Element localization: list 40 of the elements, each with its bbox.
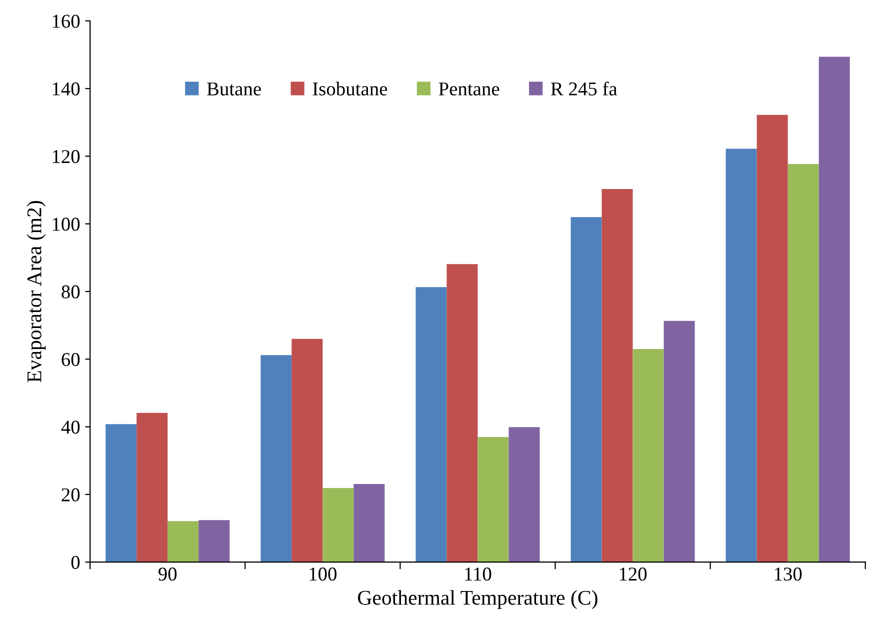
y-tick-label: 120 xyxy=(52,150,80,164)
x-tick-label: 120 xyxy=(620,568,647,581)
x-axis-title: Geothermal Temperature (C) xyxy=(358,590,598,610)
bar xyxy=(478,436,509,562)
bar xyxy=(136,412,168,562)
bar xyxy=(664,320,695,562)
bar xyxy=(726,148,757,562)
bar xyxy=(788,164,819,562)
bar xyxy=(168,521,199,562)
y-axis-title: Evaporator Area (m2) xyxy=(26,201,46,382)
legend-label: Butane xyxy=(207,82,261,96)
legend-label: Pentane xyxy=(438,82,500,96)
legend-label: Isobutane xyxy=(312,82,388,96)
legend-label: R 245 fa xyxy=(550,82,618,96)
x-tick-label: 110 xyxy=(465,568,492,581)
x-tick-label: 130 xyxy=(774,568,802,581)
y-tick-label: 140 xyxy=(52,82,80,96)
bar xyxy=(106,424,137,562)
y-tick-label: 0 xyxy=(71,556,80,570)
bar xyxy=(198,520,230,562)
bar xyxy=(446,264,478,562)
bar xyxy=(570,217,602,562)
bar xyxy=(354,484,385,562)
bar xyxy=(508,427,540,562)
bar xyxy=(632,349,664,562)
bar xyxy=(292,338,323,562)
y-tick-label: 20 xyxy=(62,488,80,502)
bar xyxy=(602,189,633,562)
bar xyxy=(416,287,447,562)
bar xyxy=(756,114,788,562)
bar xyxy=(818,56,850,562)
bar xyxy=(260,355,292,562)
y-tick-label: 160 xyxy=(52,14,80,28)
y-tick-label: 40 xyxy=(61,420,80,434)
y-tick-label: 80 xyxy=(62,285,80,298)
x-tick-label: 100 xyxy=(310,568,336,581)
x-tick-label: 90 xyxy=(158,568,177,581)
y-tick-label: 60 xyxy=(62,352,80,366)
bar xyxy=(322,488,354,562)
y-tick-label: 100 xyxy=(52,218,80,231)
